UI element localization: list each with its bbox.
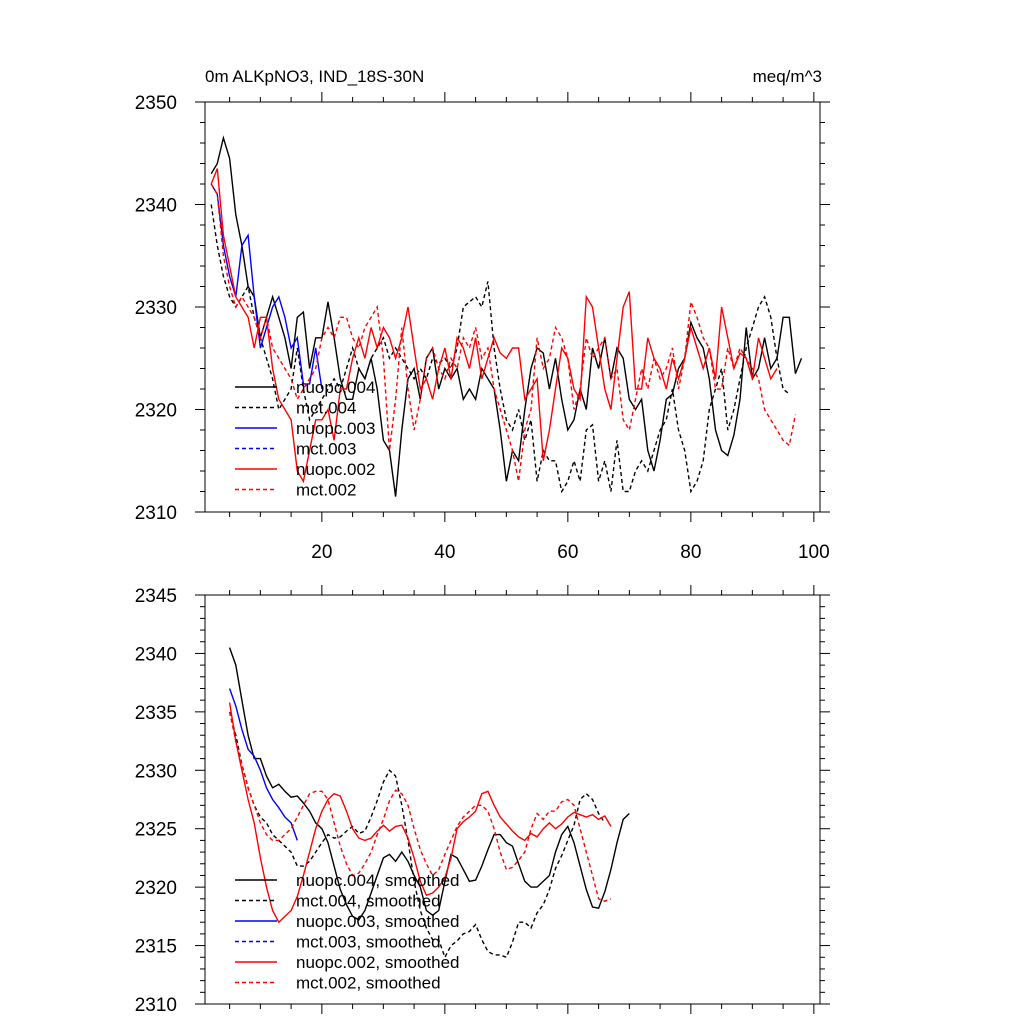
series-line-0-4 bbox=[210, 168, 778, 484]
bottom-ticks-layer: 2310 2315 2320 2325 2330 2335 2340 2345 bbox=[135, 585, 830, 1016]
y-tick-label-1-3: 2325 bbox=[135, 820, 177, 841]
y-tick-label-1-0: 2310 bbox=[135, 995, 177, 1016]
legend-label-1-3: mct.003, smoothed bbox=[296, 933, 441, 952]
legend-label-0-4: nuopc.002 bbox=[296, 460, 375, 479]
legend-label-0-2: nuopc.003 bbox=[296, 419, 375, 438]
legend-label-1-2: nuopc.003, smoothed bbox=[296, 912, 460, 931]
y-tick-label-1-1: 2315 bbox=[135, 937, 177, 958]
series-line-1-1 bbox=[228, 711, 606, 960]
y-tick-label-0-1: 2320 bbox=[135, 401, 177, 422]
series-line-0-0 bbox=[210, 135, 803, 497]
legend-label-1-5: mct.002, smoothed bbox=[296, 974, 441, 993]
legend-label-0-3: mct.003 bbox=[296, 440, 356, 459]
legend-label-0-5: mct.002 bbox=[296, 481, 356, 500]
x-tick-label-0-0: 20 bbox=[311, 542, 332, 563]
top-panel: 0m ALKpNO3, IND_18S-30N meq/m^3 2310 2320… bbox=[135, 67, 830, 563]
y-tick-label-0-3: 2340 bbox=[135, 196, 177, 217]
series-line-1-5 bbox=[228, 711, 612, 902]
series-line-1-2 bbox=[228, 688, 298, 841]
y-tick-label-1-5: 2335 bbox=[135, 703, 177, 724]
x-tick-label-0-3: 80 bbox=[680, 542, 701, 563]
legend-label-1-1: mct.004, smoothed bbox=[296, 892, 441, 911]
top-panel-title: 0m ALKpNO3, IND_18S-30N bbox=[205, 67, 424, 86]
top-series-layer bbox=[210, 135, 803, 497]
bottom-panel: 2310 2315 2320 2325 2330 2335 2340 2345 nuopc.0… bbox=[135, 585, 830, 1016]
legend-label-0-1: mct.004 bbox=[296, 399, 356, 418]
x-tick-label-0-4: 100 bbox=[798, 542, 830, 563]
y-tick-label-1-6: 2340 bbox=[135, 644, 177, 665]
y-tick-label-0-0: 2310 bbox=[135, 503, 177, 524]
legend-label-1-4: nuopc.002, smoothed bbox=[296, 953, 460, 972]
top-ticks-layer: 2310 2320 2330 2340 2350 20 40 60 80 100 bbox=[135, 92, 830, 563]
top-plot-frame bbox=[204, 101, 821, 513]
top-panel-units: meq/m^3 bbox=[753, 67, 822, 86]
y-tick-label-1-2: 2320 bbox=[135, 878, 177, 899]
series-line-1-0 bbox=[228, 647, 630, 921]
y-tick-label-0-2: 2330 bbox=[135, 298, 177, 319]
bottom-plot-frame bbox=[204, 594, 821, 1005]
y-tick-label-1-4: 2330 bbox=[135, 761, 177, 782]
series-line-1-4 bbox=[228, 702, 612, 924]
x-tick-label-0-1: 40 bbox=[434, 542, 455, 563]
series-line-0-2 bbox=[210, 183, 323, 390]
bottom-series-layer bbox=[228, 647, 630, 960]
legend-label-1-0: nuopc.004, smoothed bbox=[296, 871, 460, 890]
x-tick-label-0-2: 60 bbox=[557, 542, 578, 563]
series-line-0-5 bbox=[210, 183, 797, 482]
y-tick-label-1-7: 2345 bbox=[135, 586, 177, 607]
legend-label-0-0: nuopc.004 bbox=[296, 378, 375, 397]
y-tick-label-0-4: 2350 bbox=[135, 93, 177, 114]
